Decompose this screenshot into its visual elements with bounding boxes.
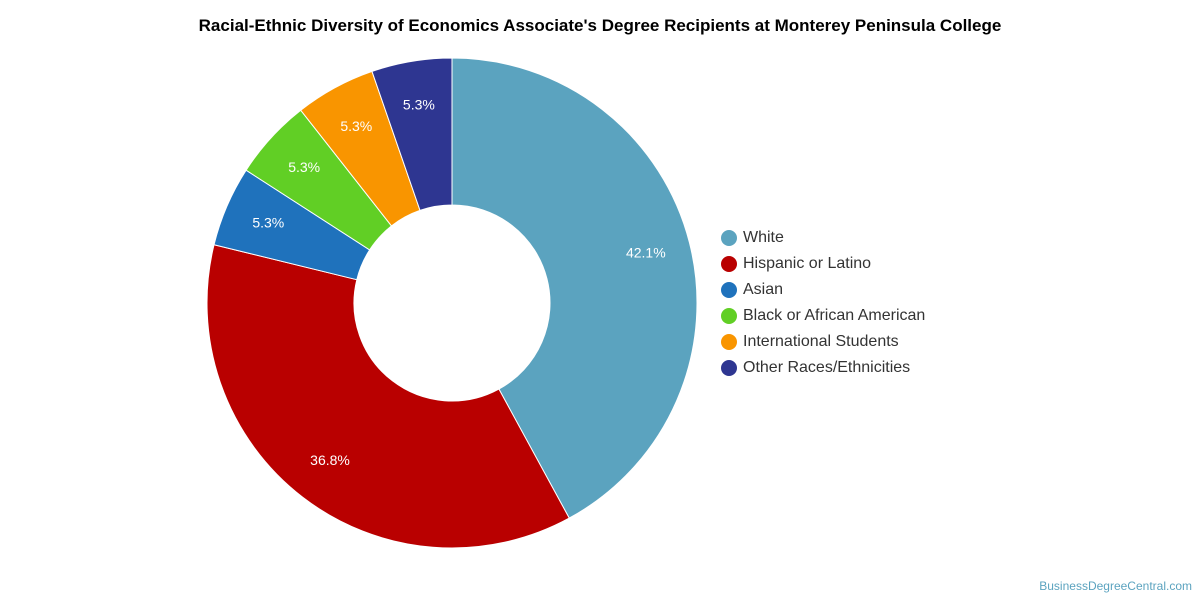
data-label-hispanic-or-latino: 36.8% (310, 452, 350, 468)
slice-other-races-ethnicities[interactable] (371, 57, 453, 212)
legend-item-international-students[interactable]: International Students (721, 333, 899, 350)
data-label-black-or-african-american: 5.3% (288, 159, 320, 175)
legend-label-other-races-ethnicities: Other Races/Ethnicities (743, 359, 910, 376)
slices-layer (206, 57, 698, 549)
legend-label-asian: Asian (743, 281, 783, 298)
legend-item-other-races-ethnicities[interactable]: Other Races/Ethnicities (721, 359, 910, 376)
legend-label-white: White (743, 229, 784, 246)
legend-marker-black-or-african-american (721, 308, 737, 324)
legend-marker-international-students (721, 334, 737, 350)
data-label-white: 42.1% (626, 244, 666, 260)
data-label-asian: 5.3% (252, 215, 284, 231)
legend-marker-white (721, 230, 737, 246)
legend-marker-hispanic-or-latino (721, 256, 737, 272)
legend-item-asian[interactable]: Asian (721, 281, 783, 298)
legend-label-hispanic-or-latino: Hispanic or Latino (743, 255, 871, 272)
legend-marker-other-races-ethnicities (721, 360, 737, 376)
chart-title: Racial-Ethnic Diversity of Economics Ass… (198, 16, 1002, 35)
data-label-other-races-ethnicities: 5.3% (403, 96, 435, 112)
legend: White Hispanic or Latino Asian Black or Afr… (721, 229, 925, 376)
source-credit[interactable]: BusinessDegreeCentral.com (1039, 579, 1192, 593)
legend-item-white[interactable]: White (721, 229, 784, 246)
legend-label-international-students: International Students (743, 333, 899, 350)
slice-hispanic-or-latino[interactable] (206, 244, 570, 549)
legend-label-black-or-african-american: Black or African American (743, 307, 925, 324)
legend-item-black-or-african-american[interactable]: Black or African American (721, 307, 925, 324)
legend-marker-asian (721, 282, 737, 298)
slice-white[interactable] (451, 57, 698, 519)
legend-item-hispanic-or-latino[interactable]: Hispanic or Latino (721, 255, 871, 272)
data-labels-layer: 42.1% 36.8% 5.3% 5.3% 5.3% 5.3% (252, 96, 665, 468)
data-label-international-students: 5.3% (340, 118, 372, 134)
